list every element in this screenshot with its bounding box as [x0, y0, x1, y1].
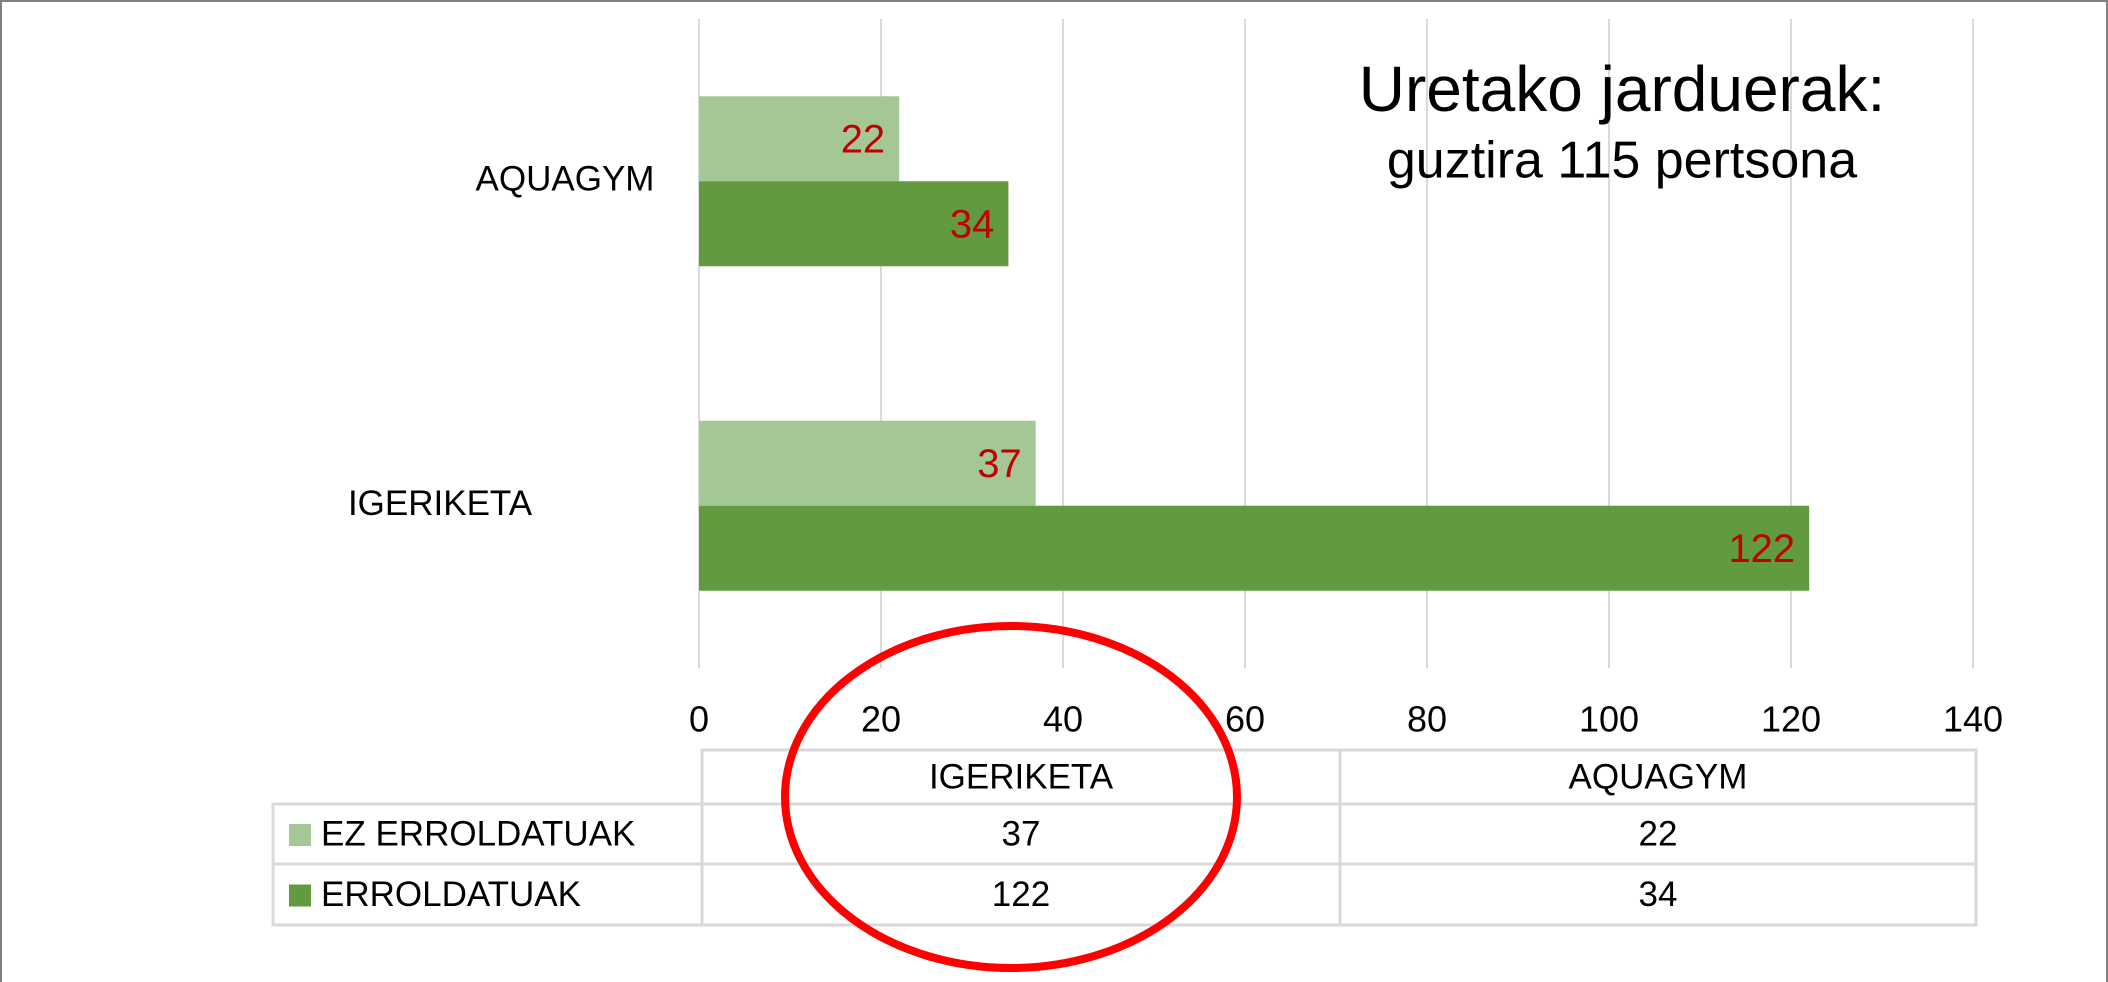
data-table: IGERIKETA AQUAGYM EZ ERROLDATUAK 37 22 ERROLD… [271, 748, 1978, 927]
table-header: IGERIKETA [929, 757, 1114, 796]
data-label: 37 [977, 442, 1022, 486]
x-tick-label: 40 [1043, 699, 1083, 740]
bar [699, 181, 1009, 267]
chart-subtitle: guztira 115 pertsona [1387, 132, 1857, 190]
table-header: AQUAGYM [1569, 757, 1748, 796]
legend-swatch [289, 824, 311, 846]
y-tick-label: AQUAGYM [476, 160, 655, 199]
legend-label: EZ ERROLDATUAK [321, 814, 635, 853]
data-label: 22 [841, 117, 886, 161]
highlight-ellipse [781, 622, 1241, 972]
data-label: 122 [1728, 527, 1795, 571]
bars: IGERIKETA 37 122 AQUAGYM 22 34 [348, 96, 1810, 591]
bar [699, 420, 1036, 506]
legend-swatch [289, 884, 311, 907]
legend-label: ERROLDATUAK [321, 875, 581, 914]
data-label: 34 [950, 202, 995, 246]
bar [699, 505, 1810, 591]
x-tick-label: 100 [1579, 699, 1639, 740]
table-value: 34 [1639, 875, 1678, 914]
table-value: 37 [1002, 814, 1041, 853]
bar [699, 96, 900, 182]
table-value: 22 [1639, 814, 1678, 853]
x-tick-label: 60 [1225, 699, 1265, 740]
x-tick-label: 140 [1943, 699, 2003, 740]
x-tick-label: 120 [1761, 699, 1821, 740]
x-tick-label: 80 [1407, 699, 1447, 740]
y-tick-label: IGERIKETA [348, 484, 533, 523]
x-tick-label: 20 [861, 699, 901, 740]
chart-title: Uretako jarduerak: [1359, 53, 1885, 125]
table-value: 122 [992, 875, 1050, 914]
x-tick-label: 0 [689, 699, 709, 740]
